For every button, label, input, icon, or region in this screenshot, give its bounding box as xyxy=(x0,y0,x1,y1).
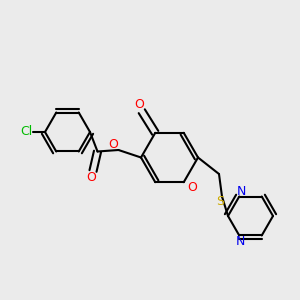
Text: O: O xyxy=(87,171,96,184)
Text: N: N xyxy=(237,184,246,198)
Text: O: O xyxy=(134,98,144,111)
Text: Cl: Cl xyxy=(20,125,32,139)
Text: O: O xyxy=(108,138,118,151)
Text: S: S xyxy=(217,195,224,208)
Text: O: O xyxy=(187,181,197,194)
Text: N: N xyxy=(236,235,245,248)
